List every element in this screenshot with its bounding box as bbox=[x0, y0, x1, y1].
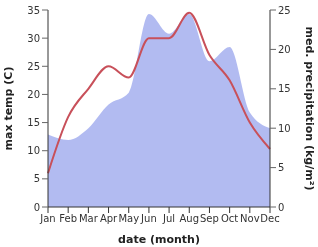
svg-text:Dec: Dec bbox=[260, 213, 279, 224]
svg-text:Sep: Sep bbox=[200, 213, 219, 224]
svg-text:30: 30 bbox=[27, 33, 40, 44]
svg-text:0: 0 bbox=[278, 202, 284, 213]
svg-text:Aug: Aug bbox=[180, 213, 200, 224]
svg-text:15: 15 bbox=[27, 117, 40, 128]
svg-text:20: 20 bbox=[27, 89, 40, 100]
svg-text:Jun: Jun bbox=[140, 213, 157, 224]
svg-text:Apr: Apr bbox=[100, 213, 118, 224]
svg-text:25: 25 bbox=[278, 5, 291, 16]
svg-text:Feb: Feb bbox=[59, 213, 77, 224]
svg-text:Mar: Mar bbox=[79, 213, 99, 224]
svg-text:25: 25 bbox=[27, 61, 40, 72]
svg-text:date (month): date (month) bbox=[118, 233, 200, 246]
svg-text:10: 10 bbox=[278, 123, 291, 134]
svg-text:0: 0 bbox=[34, 202, 40, 213]
svg-text:10: 10 bbox=[27, 145, 40, 156]
svg-text:May: May bbox=[118, 213, 139, 224]
svg-text:Nov: Nov bbox=[240, 213, 260, 224]
svg-text:35: 35 bbox=[27, 5, 40, 16]
svg-text:5: 5 bbox=[278, 162, 284, 173]
svg-text:Jan: Jan bbox=[39, 213, 55, 224]
svg-text:Oct: Oct bbox=[221, 213, 238, 224]
svg-text:Jul: Jul bbox=[162, 213, 175, 224]
svg-text:max temp (C): max temp (C) bbox=[8, 67, 15, 151]
svg-text:5: 5 bbox=[34, 173, 40, 184]
svg-text:20: 20 bbox=[278, 44, 291, 55]
svg-text:med. precipitation (kg/m²): med. precipitation (kg/m²) bbox=[303, 27, 310, 191]
svg-text:15: 15 bbox=[278, 83, 291, 94]
